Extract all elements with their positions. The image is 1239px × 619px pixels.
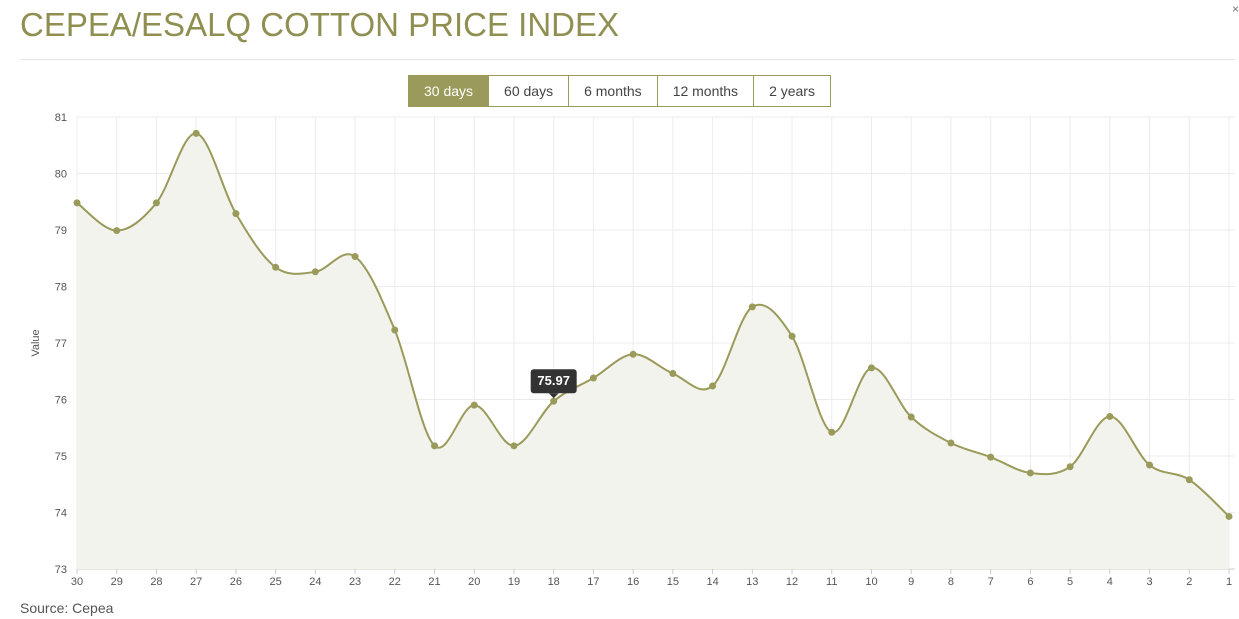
x-tick-label: 18 <box>548 576 560 588</box>
y-tick-label: 78 <box>55 282 67 294</box>
x-tick-label: 26 <box>230 576 242 588</box>
data-point <box>947 439 955 447</box>
data-point <box>709 382 717 390</box>
data-point <box>1225 512 1233 520</box>
data-point <box>73 199 81 207</box>
data-point <box>828 428 836 436</box>
x-tick-label: 15 <box>667 576 679 588</box>
x-tick-label: 21 <box>428 576 440 588</box>
x-tick-label: 2 <box>1186 576 1192 588</box>
data-point <box>748 303 756 311</box>
x-tick-label: 5 <box>1067 576 1073 588</box>
x-tick-label: 3 <box>1146 576 1152 588</box>
data-point <box>431 442 439 450</box>
x-tick-label: 1 <box>1226 576 1232 588</box>
x-tick-label: 19 <box>508 576 520 588</box>
data-point <box>351 253 359 261</box>
x-tick-label: 4 <box>1107 576 1113 588</box>
title-divider <box>20 59 1235 60</box>
data-point <box>272 263 280 271</box>
data-point <box>470 401 478 409</box>
close-icon[interactable]: × <box>1231 2 1239 16</box>
data-point <box>113 227 121 235</box>
x-tick-label: 28 <box>150 576 162 588</box>
tab-30-days[interactable]: 30 days <box>409 76 489 106</box>
x-tick-label: 22 <box>389 576 401 588</box>
page-title: CEPEA/ESALQ COTTON PRICE INDEX <box>20 6 620 43</box>
data-point <box>1146 461 1154 469</box>
y-tick-label: 74 <box>55 508 67 520</box>
x-tick-label: 17 <box>587 576 599 588</box>
data-point <box>788 332 796 340</box>
data-point <box>867 364 875 372</box>
x-tick-label: 23 <box>349 576 361 588</box>
data-point <box>629 350 637 358</box>
data-point <box>907 413 915 421</box>
data-point <box>311 268 319 276</box>
x-tick-label: 12 <box>786 576 798 588</box>
tab-2-years[interactable]: 2 years <box>753 76 830 106</box>
x-tick-label: 13 <box>746 576 758 588</box>
tab-6-months[interactable]: 6 months <box>568 76 657 106</box>
data-point <box>1185 476 1193 484</box>
series-area <box>77 133 1229 569</box>
x-tick-label: 6 <box>1027 576 1033 588</box>
x-tick-label: 25 <box>269 576 281 588</box>
x-tick-label: 10 <box>865 576 877 588</box>
x-tick-label: 27 <box>190 576 202 588</box>
x-tick-label: 29 <box>111 576 123 588</box>
data-point <box>192 129 200 137</box>
data-point <box>1026 469 1034 477</box>
y-axis-title: Value <box>30 329 42 356</box>
data-point <box>550 397 558 405</box>
x-tick-label: 11 <box>826 576 837 588</box>
x-tick-label: 16 <box>627 576 639 588</box>
data-point <box>391 326 399 334</box>
tooltip-box <box>530 369 577 394</box>
tooltip-pointer <box>548 393 559 399</box>
x-tick-label: 24 <box>309 576 321 588</box>
source-note: Source: Cepea <box>20 600 114 616</box>
data-point <box>510 442 518 450</box>
x-tick-label: 14 <box>706 576 718 588</box>
tab-12-months[interactable]: 12 months <box>656 76 754 106</box>
y-tick-label: 73 <box>55 564 67 576</box>
y-tick-label: 79 <box>55 225 67 237</box>
data-point <box>1066 463 1074 471</box>
tab-60-days[interactable]: 60 days <box>488 76 569 106</box>
y-tick-label: 81 <box>55 112 67 124</box>
y-tick-label: 76 <box>55 395 67 407</box>
data-point <box>669 370 677 378</box>
data-point <box>232 210 240 218</box>
data-point <box>1106 412 1114 420</box>
y-tick-label: 80 <box>55 169 67 181</box>
data-point <box>987 453 995 461</box>
y-tick-label: 75 <box>55 451 67 463</box>
x-tick-label: 9 <box>908 576 914 588</box>
y-tick-label: 77 <box>55 338 67 350</box>
x-tick-label: 20 <box>468 576 480 588</box>
x-tick-label: 8 <box>948 576 954 588</box>
range-selector: 30 days 60 days 6 months 12 months 2 yea… <box>408 75 831 107</box>
data-point <box>152 199 160 207</box>
x-tick-label: 30 <box>71 576 83 588</box>
data-point <box>589 374 597 382</box>
tooltip-label: 75.97 <box>537 373 570 388</box>
x-tick-label: 7 <box>988 576 994 588</box>
